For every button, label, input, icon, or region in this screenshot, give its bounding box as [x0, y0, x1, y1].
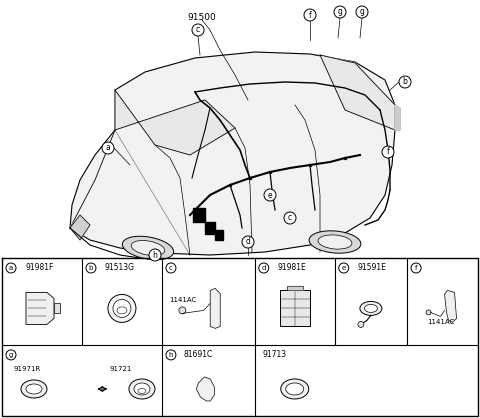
Text: h: h: [168, 352, 173, 358]
Ellipse shape: [360, 301, 382, 316]
Circle shape: [166, 263, 176, 273]
Polygon shape: [115, 90, 235, 155]
Text: d: d: [262, 265, 266, 271]
Ellipse shape: [179, 307, 186, 314]
Circle shape: [334, 6, 346, 18]
Polygon shape: [70, 215, 90, 240]
Ellipse shape: [286, 383, 304, 395]
Ellipse shape: [131, 240, 165, 255]
Text: 1141AC: 1141AC: [427, 319, 454, 325]
Text: a: a: [9, 265, 13, 271]
Polygon shape: [70, 52, 395, 255]
Text: f: f: [386, 148, 389, 156]
Ellipse shape: [318, 235, 352, 249]
Text: 91500: 91500: [188, 13, 216, 21]
Bar: [280, 291, 310, 326]
Polygon shape: [196, 377, 215, 401]
Circle shape: [304, 9, 316, 21]
Circle shape: [6, 350, 16, 360]
Polygon shape: [205, 222, 215, 234]
Text: 91971R: 91971R: [14, 366, 41, 372]
Circle shape: [356, 6, 368, 18]
Text: g: g: [9, 352, 13, 358]
Ellipse shape: [26, 384, 42, 394]
Text: c: c: [169, 265, 173, 271]
Text: 91721: 91721: [110, 366, 132, 372]
Text: g: g: [337, 8, 342, 16]
Text: 91981F: 91981F: [25, 263, 53, 273]
Circle shape: [358, 321, 364, 327]
Circle shape: [242, 236, 254, 248]
Text: 91513G: 91513G: [105, 263, 135, 273]
Circle shape: [411, 263, 421, 273]
Text: g: g: [360, 8, 364, 16]
Text: a: a: [106, 143, 110, 153]
Circle shape: [6, 263, 16, 273]
Circle shape: [382, 146, 394, 158]
Text: 91713: 91713: [263, 350, 287, 359]
Ellipse shape: [122, 236, 174, 260]
Circle shape: [264, 189, 276, 201]
Text: b: b: [403, 77, 408, 87]
Text: c: c: [196, 25, 200, 35]
Circle shape: [339, 263, 349, 273]
Text: 91591E: 91591E: [358, 263, 386, 273]
Text: 91981E: 91981E: [278, 263, 307, 273]
Ellipse shape: [426, 310, 431, 315]
Circle shape: [166, 350, 176, 360]
Circle shape: [86, 263, 96, 273]
Circle shape: [192, 24, 204, 36]
Polygon shape: [54, 303, 60, 314]
Text: e: e: [342, 265, 346, 271]
Text: h: h: [153, 250, 157, 260]
Polygon shape: [215, 230, 223, 240]
Text: f: f: [415, 265, 417, 271]
Text: f: f: [309, 10, 312, 20]
Ellipse shape: [21, 380, 47, 398]
Ellipse shape: [281, 379, 309, 399]
Text: d: d: [246, 237, 251, 247]
Text: 81691C: 81691C: [184, 350, 213, 359]
Polygon shape: [26, 293, 54, 324]
Circle shape: [284, 212, 296, 224]
Ellipse shape: [129, 379, 155, 399]
Ellipse shape: [108, 294, 136, 322]
Polygon shape: [320, 55, 395, 130]
Ellipse shape: [364, 304, 377, 312]
Ellipse shape: [309, 231, 361, 253]
Circle shape: [259, 263, 269, 273]
Polygon shape: [444, 291, 456, 322]
Polygon shape: [210, 288, 220, 329]
Polygon shape: [395, 105, 400, 130]
Circle shape: [102, 142, 114, 154]
Ellipse shape: [113, 299, 131, 317]
Circle shape: [149, 249, 161, 261]
Ellipse shape: [134, 383, 150, 395]
Polygon shape: [287, 286, 303, 291]
Circle shape: [399, 76, 411, 88]
Polygon shape: [193, 208, 205, 222]
Text: e: e: [268, 191, 272, 199]
Text: c: c: [288, 214, 292, 222]
Text: b: b: [89, 265, 93, 271]
Text: 1141AC: 1141AC: [169, 297, 196, 303]
